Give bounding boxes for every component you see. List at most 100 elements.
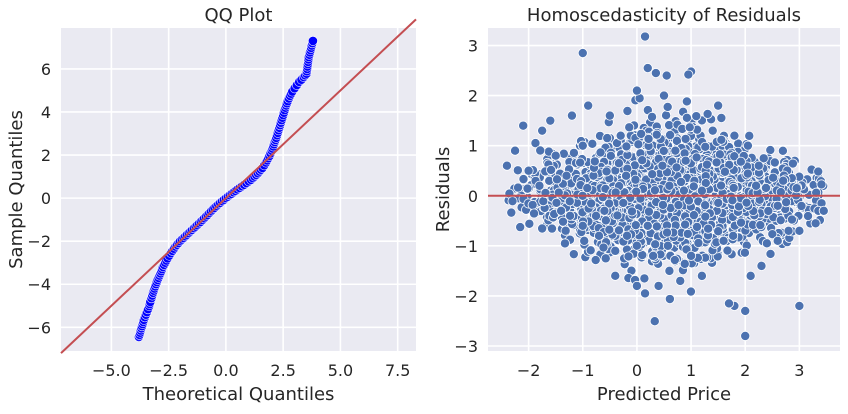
residual-point [636,128,647,139]
plot-panel-2: −2 −1 0 1 2 3 −3 −2 −1 0 1 2 3 Homoscedasticity of Re… [433,5,840,405]
residual-point [577,48,588,59]
residual-point [740,305,751,316]
residual-point [740,330,751,341]
residual-point [691,152,702,163]
residual-point [728,182,739,193]
residual-point [735,156,746,167]
residual-point [662,101,673,112]
residual-point [589,156,600,167]
residual-point [546,164,557,175]
residual-point [778,175,789,186]
residual-point [716,134,727,145]
residual-point [651,129,662,140]
residual-point [631,280,642,291]
residual-point [535,145,546,156]
residual-point [818,205,829,216]
residual-point [594,230,605,241]
residual-point [702,108,713,119]
residual-point [679,258,690,269]
residual-point [624,122,635,133]
residual-point [765,248,776,259]
residual-point [633,139,644,150]
residual-point [546,223,557,234]
y-tick-label: −1 [454,237,478,256]
residual-point [794,300,805,311]
residual-point [753,160,764,171]
residual-point [756,260,767,271]
residual-point [642,220,653,231]
residual-point [761,238,772,249]
y-axis-title: Sample Quantiles [6,110,27,269]
residual-point [622,230,633,241]
residual-point [713,100,724,111]
residual-point [767,229,778,240]
y-axis-title: Residuals [433,147,454,232]
residual-point [796,200,807,211]
residual-point [631,85,642,96]
residual-point [700,211,711,222]
residual-point [810,218,821,229]
residual-point [558,216,569,227]
residual-point [657,199,668,210]
residual-point [664,180,675,191]
residual-point [684,122,695,133]
residual-point [612,210,623,221]
residual-point [568,249,579,260]
residual-point [621,170,632,181]
residual-point [681,112,692,123]
x-tick-label: −2 [517,361,541,380]
residual-point [550,150,561,161]
residual-point [803,211,814,222]
y-tick-label: 3 [468,37,478,56]
residual-point [701,159,712,170]
residual-point [711,157,722,168]
residual-point [538,196,549,207]
residual-point [506,207,517,218]
residual-point [688,210,699,221]
residual-point [618,197,629,208]
residual-point [662,240,673,251]
residual-point [591,210,602,221]
residual-point [529,208,540,219]
residual-point [590,255,601,266]
residual-point [685,286,696,297]
residual-point [787,158,798,169]
residual-point [716,180,727,191]
residual-point [537,223,548,234]
residual-point [524,218,535,229]
y-tick-label: 1 [468,137,478,156]
residual-point [671,135,682,146]
residual-point [786,214,797,225]
residual-point [662,227,673,238]
residual-point [565,210,576,221]
residual-point [545,115,556,126]
residual-point [600,253,611,264]
residual-point [680,133,691,144]
residual-point [515,222,526,233]
points-group [501,31,829,341]
points-group [133,36,318,342]
residual-point [696,185,707,196]
y-tick-label: −3 [454,337,478,356]
y-tick-label: 2 [468,87,478,106]
residual-point [791,183,802,194]
residual-point [623,251,634,262]
chart-title: QQ Plot [205,5,273,26]
residual-point [769,157,780,168]
residual-point [688,181,699,192]
chart-title: Homoscedasticity of Residuals [527,5,801,26]
y-tick-label: 4 [41,103,51,122]
x-tick-label: 1 [686,361,696,380]
residual-point [566,110,577,121]
y-tick-label: 0 [41,189,51,208]
residual-point [680,155,691,166]
residual-point [639,273,650,284]
residual-point [742,140,753,151]
x-tick-label: 5.0 [328,361,353,380]
y-tick-label: −2 [454,287,478,306]
residual-point [640,31,651,42]
x-tick-label: 0 [632,361,642,380]
residual-point [615,130,626,141]
residual-point [610,270,621,281]
